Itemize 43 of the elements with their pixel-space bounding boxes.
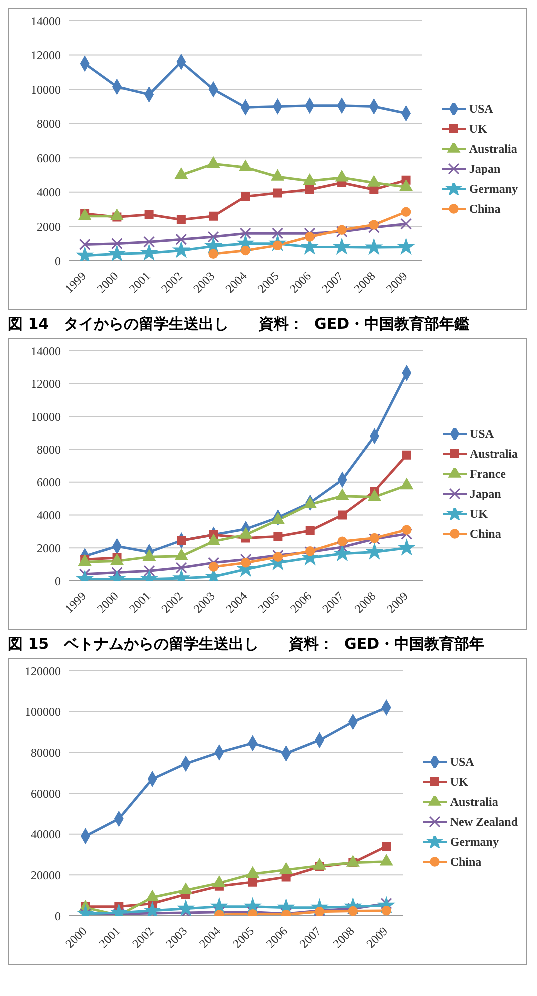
legend-label: China <box>450 854 482 870</box>
legend-label: Japan <box>470 486 502 503</box>
y-tick-label: 80000 <box>31 746 61 760</box>
legend-label: France <box>470 466 506 483</box>
caption: 図 14 タイからの留学生送出し 資料： GED・中国教育部年鑑 <box>8 314 471 335</box>
legend-label: USA <box>470 426 494 443</box>
legend-label: China <box>469 201 501 218</box>
y-tick-label: 100000 <box>25 705 61 720</box>
legend-label: Germany <box>469 181 518 198</box>
y-tick-label: 20000 <box>31 868 61 882</box>
y-tick-label: 8000 <box>37 442 61 457</box>
y-tick-label: 12000 <box>31 377 61 392</box>
legend-label: China <box>470 526 502 543</box>
legend-label: UK <box>469 121 488 138</box>
y-tick-label: 10000 <box>31 82 61 97</box>
legend-label: UK <box>470 506 488 523</box>
y-tick-label: 120000 <box>25 664 61 678</box>
y-tick-label: 40000 <box>31 828 61 842</box>
y-tick-label: 0 <box>55 574 61 588</box>
legend-label: Australia <box>469 141 518 158</box>
y-tick-label: 6000 <box>37 476 61 490</box>
legend-label: Japan <box>469 161 501 178</box>
legend-label: USA <box>450 754 474 770</box>
y-tick-label: 60000 <box>31 786 61 801</box>
y-tick-label: 6000 <box>37 151 61 166</box>
legend-label: Australia <box>450 794 498 810</box>
y-tick-label: 2000 <box>37 541 61 556</box>
y-tick-label: 12000 <box>31 48 61 63</box>
y-tick-label: 14000 <box>31 344 61 358</box>
y-tick-label: 10000 <box>31 410 61 424</box>
caption: 図 15 ベトナムからの留学生送出し 資料： GED・中国教育部年 <box>8 634 486 655</box>
y-tick-label: 2000 <box>37 220 61 234</box>
legend-label: UK <box>450 774 468 790</box>
legend-label: New Zealand <box>450 814 518 830</box>
y-tick-label: 14000 <box>31 14 61 28</box>
legend-label: Germany <box>450 834 499 851</box>
y-tick-label: 0 <box>55 254 61 268</box>
y-tick-label: 0 <box>55 909 61 924</box>
legend-label: Australia <box>470 446 518 463</box>
legend-label: USA <box>469 101 494 118</box>
y-tick-label: 4000 <box>37 508 61 523</box>
y-tick-label: 8000 <box>37 117 61 132</box>
y-tick-label: 4000 <box>37 186 61 200</box>
